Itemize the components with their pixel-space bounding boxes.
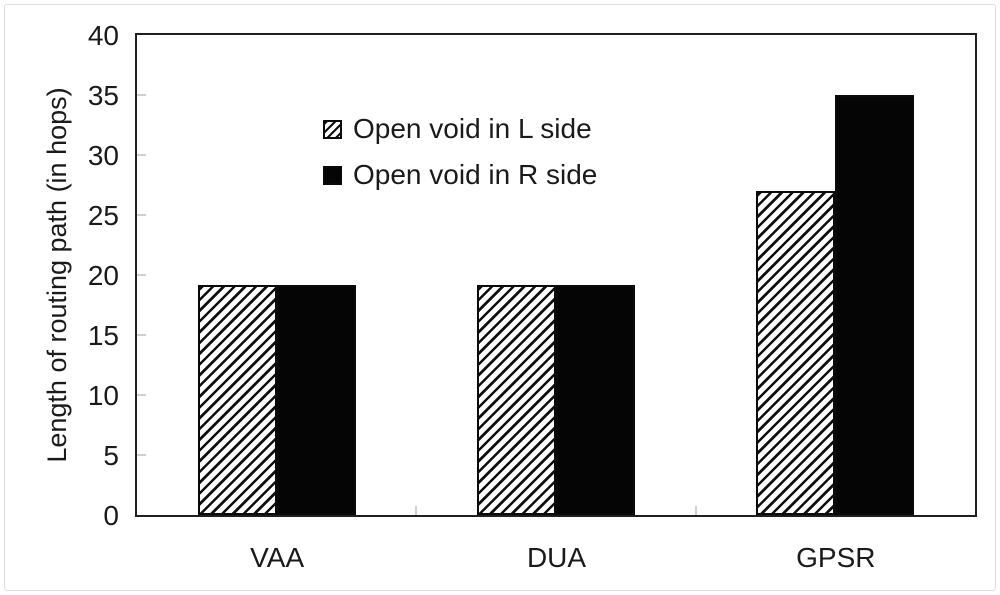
x-tick-label-vaa: VAA xyxy=(250,542,305,573)
y-tick-label: 15 xyxy=(87,319,119,351)
legend-item-r-side: Open void in R side xyxy=(323,158,597,192)
y-tick-label: 30 xyxy=(87,139,119,171)
y-minor-tick xyxy=(137,334,146,336)
x-boundary-tick xyxy=(694,506,697,515)
x-boundary-tick xyxy=(415,506,418,515)
y-tick-label: 10 xyxy=(87,379,119,411)
y-minor-tick xyxy=(137,454,146,456)
y-tick-label: 0 xyxy=(103,499,119,531)
y-minor-tick xyxy=(137,394,146,396)
bar-vaa-r xyxy=(276,284,356,515)
y-minor-tick xyxy=(137,214,146,216)
x-tick-label-gpsr: GPSR xyxy=(796,542,876,573)
bar-dua-l xyxy=(477,284,556,515)
hatched-swatch-icon xyxy=(323,119,342,139)
y-tick-label: 35 xyxy=(87,79,119,111)
bar-dua-r xyxy=(556,284,635,515)
bar-vaa-l xyxy=(197,284,277,515)
solid-swatch-icon xyxy=(323,165,342,185)
legend: Open void in L side Open void in R side xyxy=(323,112,597,204)
y-tick-label: 40 xyxy=(87,19,119,51)
bar-gpsr-r xyxy=(835,95,915,515)
legend-label: Open void in L side xyxy=(353,113,592,144)
bar-gpsr-l xyxy=(756,191,836,515)
legend-item-l-side: Open void in L side xyxy=(323,112,597,146)
y-minor-tick xyxy=(137,274,146,276)
legend-label: Open void in R side xyxy=(353,159,598,190)
y-tick-label: 5 xyxy=(103,439,119,471)
y-minor-tick xyxy=(137,94,146,96)
y-minor-tick xyxy=(137,154,146,156)
y-tick-label: 25 xyxy=(87,199,119,231)
y-tick-label: 20 xyxy=(87,259,119,291)
x-tick-label-dua: DUA xyxy=(526,542,587,573)
plot-area: Open void in L side Open void in R side xyxy=(135,33,977,517)
